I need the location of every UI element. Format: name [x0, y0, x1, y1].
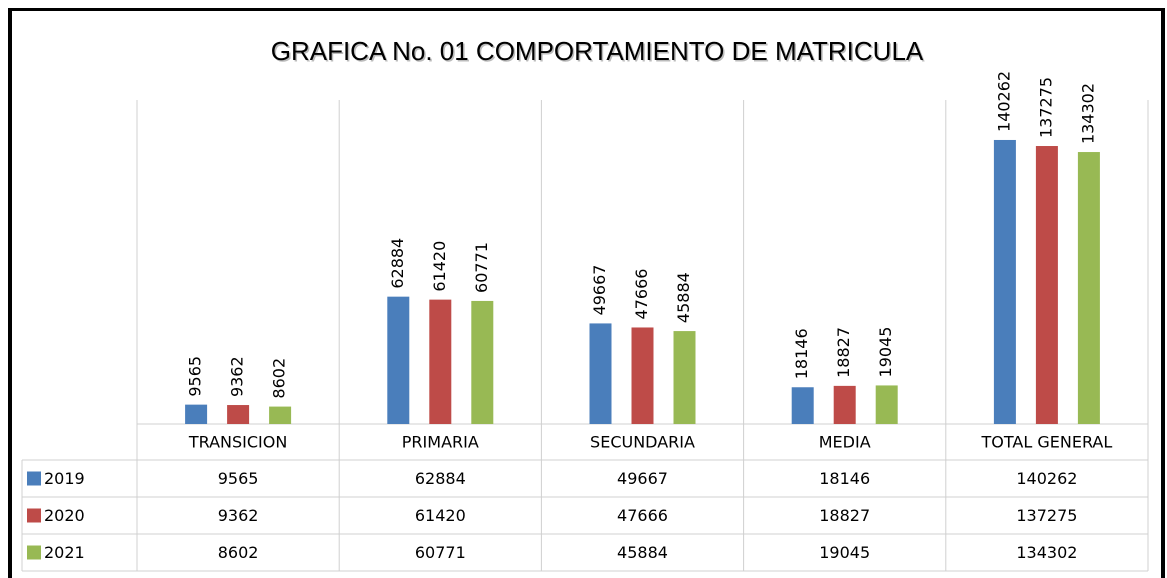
table-value: 61420	[415, 506, 466, 525]
table-value: 8602	[218, 543, 259, 562]
legend-label: 2021	[44, 543, 85, 562]
data-label: 9565	[186, 356, 205, 397]
bar	[589, 323, 612, 424]
table-value: 19045	[819, 543, 870, 562]
table-value: 140262	[1016, 469, 1077, 488]
frame-left	[8, 8, 12, 578]
category-label: MEDIA	[819, 433, 871, 452]
bar	[993, 139, 1016, 424]
title-shadow: GRAFICA No. 01 COMPORTAMIENTO DE MATRICU…	[272, 37, 925, 67]
data-label: 18146	[792, 328, 811, 379]
category-label: TRANSICION	[188, 433, 287, 452]
bar	[631, 327, 654, 424]
data-label: 60771	[472, 242, 491, 293]
table-value: 62884	[415, 469, 466, 488]
data-label: 137275	[1036, 77, 1055, 138]
table-value: 137275	[1016, 506, 1077, 525]
data-label: 8602	[270, 358, 289, 399]
table-value: 9362	[218, 506, 259, 525]
bar	[429, 299, 452, 424]
bar	[387, 296, 410, 424]
data-label: 134302	[1078, 83, 1097, 144]
bar	[185, 404, 208, 424]
data-label: 62884	[388, 238, 407, 289]
data-label: 140262	[994, 71, 1013, 132]
frame-top	[8, 8, 1165, 11]
table-value: 47666	[617, 506, 668, 525]
legend-key	[27, 471, 41, 486]
data-label: 49667	[590, 265, 609, 316]
table-value: 60771	[415, 543, 466, 562]
table-value: 49667	[617, 469, 668, 488]
bar	[1035, 146, 1058, 424]
data-label: 47666	[632, 269, 651, 320]
chart-title: GRAFICA No. 01 COMPORTAMIENTO DE MATRICU…	[271, 36, 924, 66]
data-label: 18827	[834, 327, 853, 378]
bar	[791, 387, 814, 424]
bar	[833, 385, 856, 424]
bar	[269, 406, 292, 424]
bar	[227, 405, 250, 424]
legend-key	[27, 545, 41, 560]
table-value: 9565	[218, 469, 259, 488]
data-label: 19045	[876, 327, 895, 378]
table-value: 18146	[819, 469, 870, 488]
data-label: 61420	[430, 241, 449, 292]
legend-label: 2020	[44, 506, 85, 525]
table-value: 45884	[617, 543, 668, 562]
table-value: 134302	[1016, 543, 1077, 562]
data-label: 9362	[228, 356, 247, 397]
bar	[875, 385, 898, 424]
bar	[1077, 152, 1100, 424]
bar	[471, 300, 494, 424]
legend-label: 2019	[44, 469, 85, 488]
table-value: 18827	[819, 506, 870, 525]
bar	[673, 331, 696, 424]
category-label: SECUNDARIA	[590, 433, 695, 452]
data-label: 45884	[674, 272, 693, 323]
frame-right	[1161, 8, 1165, 578]
category-label: TOTAL GENERAL	[981, 433, 1113, 452]
category-label: PRIMARIA	[402, 433, 479, 452]
legend-key	[27, 508, 41, 523]
